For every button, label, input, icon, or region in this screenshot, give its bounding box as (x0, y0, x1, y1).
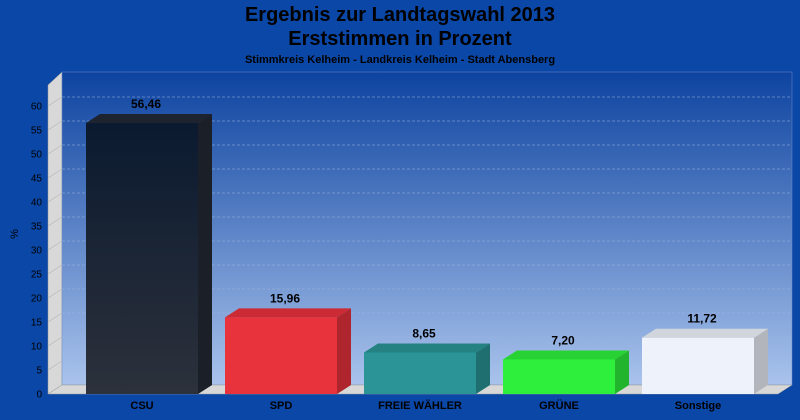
y-tick-label: 10 (31, 342, 43, 353)
bar-side-shade (754, 328, 768, 394)
bar-top-shade (225, 308, 351, 318)
chart-title: Ergebnis zur Landtagswahl 2013 (244, 4, 556, 26)
y-tick-label: 5 (36, 366, 42, 377)
bar-front (364, 352, 476, 394)
y-tick-label: 45 (31, 174, 43, 185)
y-tick-label: 30 (31, 246, 43, 257)
y-axis: 0 5 10 15 20 25 30 35 40 45 50 55 60 (31, 102, 43, 401)
data-label: 15,96 (270, 291, 300, 305)
bar-side-shade (615, 350, 629, 394)
data-label: 7,20 (551, 333, 575, 347)
bar-freie-wähler: 8,65 FREIE WÄHLER (364, 326, 490, 412)
y-tick-label: 40 (31, 198, 43, 209)
grid-line-side (47, 336, 63, 347)
bar-spd: 15,96 SPD (225, 291, 351, 412)
bar-top (503, 350, 629, 360)
bar-grüne: 7,20 GRÜNE (503, 333, 629, 412)
bar-top (86, 113, 212, 123)
bar-top (364, 343, 490, 353)
x-tick-label: CSU (130, 400, 153, 412)
grid-line-side (47, 216, 63, 227)
bar-side (198, 113, 212, 394)
x-tick-label: Sonstige (675, 400, 721, 412)
bar-top-shade (503, 350, 629, 360)
x-tick-label: FREIE WÄHLER (378, 399, 462, 412)
grid-line-side (47, 360, 63, 371)
bar-side-shade (198, 113, 212, 394)
y-tick-label: 50 (31, 150, 43, 161)
x-tick-label: GRÜNE (539, 399, 579, 412)
bar-sonstige: 11,72 Sonstige (642, 312, 768, 412)
bar-side (615, 350, 629, 394)
grid-line-side (47, 120, 63, 131)
bar-front (503, 359, 615, 394)
grid-line-side (47, 264, 63, 275)
y-tick-label: 15 (31, 318, 43, 329)
data-label: 56,46 (131, 97, 161, 111)
bar-side (754, 328, 768, 394)
grid-line-side (47, 144, 63, 155)
bar-top (642, 328, 768, 338)
grid-line-side (47, 240, 63, 251)
bar-front (642, 337, 754, 394)
y-axis-label: % (9, 229, 21, 239)
data-label: 8,65 (412, 326, 436, 340)
y-tick-label: 0 (36, 390, 42, 401)
y-tick-label: 35 (31, 222, 43, 233)
grid-line-side (47, 288, 63, 299)
bar-top-shade (86, 113, 212, 123)
y-tick-label: 55 (31, 126, 43, 137)
bar-side (337, 308, 351, 394)
y-tick-label: 25 (31, 270, 43, 281)
bar-side (476, 343, 490, 394)
y-tick-label: 60 (31, 102, 43, 113)
y-tick-label: 20 (31, 294, 43, 305)
grid-line-side (47, 192, 63, 203)
bar-side-shade (337, 308, 351, 394)
bar-front (225, 317, 337, 394)
data-label: 11,72 (687, 312, 717, 326)
chart-subtitle: Erststimmen in Prozent (288, 28, 512, 50)
bar-top-shade (642, 328, 768, 338)
bar-top (225, 308, 351, 318)
grid-line-side (47, 312, 63, 323)
x-tick-label: SPD (270, 400, 293, 412)
grid-line-side (47, 96, 63, 107)
grid-line-side (47, 168, 63, 179)
bar-front (86, 122, 198, 394)
bar-csu: 56,46 CSU (86, 97, 212, 412)
chart-left-wall (47, 71, 63, 395)
bars: 56,46 CSU 15,96 SPD 8,65 FREIE WÄHLER 7,20 GRÜN… (86, 97, 768, 412)
bar-top-shade (364, 343, 490, 353)
chart-region-label: Stimmkreis Kelheim - Landkreis Kelheim -… (244, 54, 556, 66)
bar-side-shade (476, 343, 490, 394)
